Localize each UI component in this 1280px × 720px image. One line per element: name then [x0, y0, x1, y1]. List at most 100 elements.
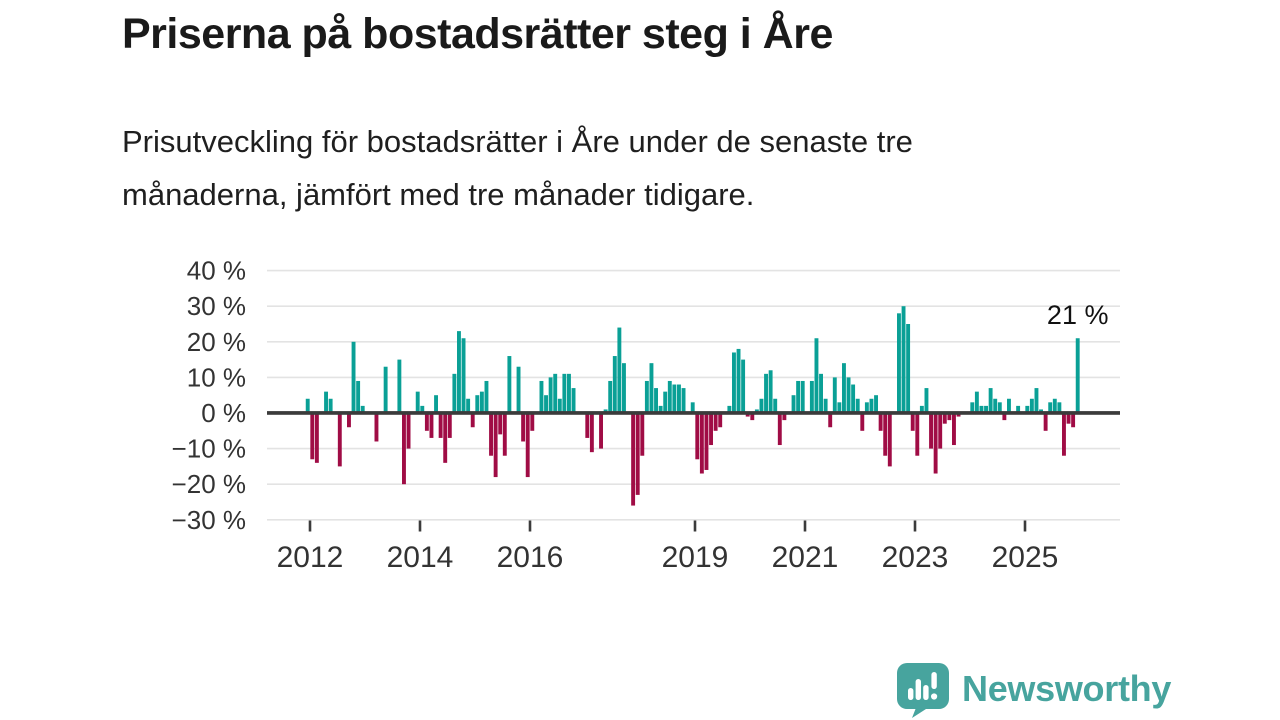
bar	[617, 327, 622, 413]
bar	[910, 413, 915, 431]
bar	[869, 398, 874, 413]
bar	[328, 398, 333, 413]
bar	[589, 413, 594, 453]
bar	[557, 398, 562, 413]
bar	[828, 413, 833, 428]
bar	[1075, 338, 1080, 413]
x-tick-label: 2023	[882, 541, 949, 574]
x-tick-label: 2021	[772, 541, 839, 574]
x-tick-label: 2012	[277, 541, 344, 574]
y-tick-label: −10 %	[172, 434, 246, 464]
bar	[759, 398, 764, 413]
y-tick-label: 0 %	[201, 398, 246, 428]
newsworthy-logo-icon	[897, 662, 949, 718]
bar	[677, 384, 681, 413]
bar	[1002, 413, 1007, 421]
bar	[952, 413, 956, 446]
bar	[530, 413, 535, 431]
bar	[539, 380, 544, 413]
bar	[768, 370, 773, 413]
bar	[663, 391, 668, 413]
bar	[498, 413, 503, 435]
bar	[1062, 413, 1066, 456]
bar	[466, 398, 471, 413]
bar	[819, 373, 823, 413]
bar	[516, 366, 521, 413]
bar	[1071, 413, 1076, 428]
y-tick-label: −30 %	[172, 505, 246, 535]
bar	[447, 413, 452, 438]
bar	[970, 402, 975, 413]
bar	[942, 413, 947, 424]
bar	[420, 405, 425, 413]
bar	[823, 398, 828, 413]
bar	[846, 377, 851, 413]
bar	[1048, 402, 1053, 413]
bar	[750, 413, 755, 421]
bar	[608, 380, 613, 413]
bar	[773, 398, 778, 413]
bar	[571, 388, 576, 413]
bar	[493, 413, 498, 478]
y-tick-label: 30 %	[187, 291, 246, 321]
bar	[974, 391, 979, 413]
bar	[562, 373, 567, 413]
bar	[337, 413, 342, 467]
bar	[1043, 413, 1048, 431]
bar	[741, 359, 746, 413]
bar	[695, 413, 700, 460]
bar	[635, 413, 640, 495]
bar	[713, 413, 718, 431]
bar	[878, 413, 883, 431]
bar	[612, 356, 617, 413]
bar	[525, 413, 530, 478]
bar	[434, 395, 438, 413]
page-title: Priserna på bostadsrätter steg i Åre	[122, 10, 833, 58]
bar	[796, 380, 801, 413]
bar	[736, 348, 741, 413]
newsworthy-logo-text: Newsworthy	[962, 668, 1172, 709]
bar	[929, 413, 933, 449]
bar	[507, 356, 512, 413]
bar	[667, 380, 672, 413]
bar	[851, 384, 856, 413]
bar	[383, 366, 388, 413]
bar	[502, 413, 507, 456]
bar	[402, 413, 406, 485]
bar	[837, 402, 842, 413]
bar	[1057, 402, 1062, 413]
bar	[644, 380, 649, 413]
bar	[1025, 405, 1030, 413]
bar	[814, 338, 819, 413]
bar	[553, 373, 558, 413]
bar	[521, 413, 526, 442]
bar	[672, 384, 677, 413]
bar	[429, 413, 434, 438]
bar	[452, 373, 457, 413]
bar	[933, 413, 938, 474]
chart-subtitle: Prisutveckling för bostadsrätter i Åre u…	[122, 124, 913, 212]
bar	[874, 395, 878, 413]
bars	[305, 306, 1080, 506]
latest-value-annotation: 21 %	[1047, 300, 1109, 330]
bar	[915, 413, 920, 456]
bar	[305, 398, 310, 413]
bar	[567, 373, 571, 413]
bar	[1052, 398, 1057, 413]
bar	[924, 388, 929, 413]
bar	[484, 380, 489, 413]
bar	[901, 306, 906, 413]
bar	[906, 324, 911, 413]
bar	[993, 398, 998, 413]
bar	[947, 413, 952, 421]
bar	[855, 398, 860, 413]
y-axis-labels: 40 % 30 % 20 % 10 % 0 % −10 % −20 % −30 %	[172, 256, 246, 535]
bar	[681, 388, 686, 413]
bar	[699, 413, 704, 474]
bar	[544, 395, 548, 413]
bar	[979, 405, 984, 413]
bar	[470, 413, 475, 428]
bar	[457, 331, 461, 413]
bar	[897, 313, 901, 413]
